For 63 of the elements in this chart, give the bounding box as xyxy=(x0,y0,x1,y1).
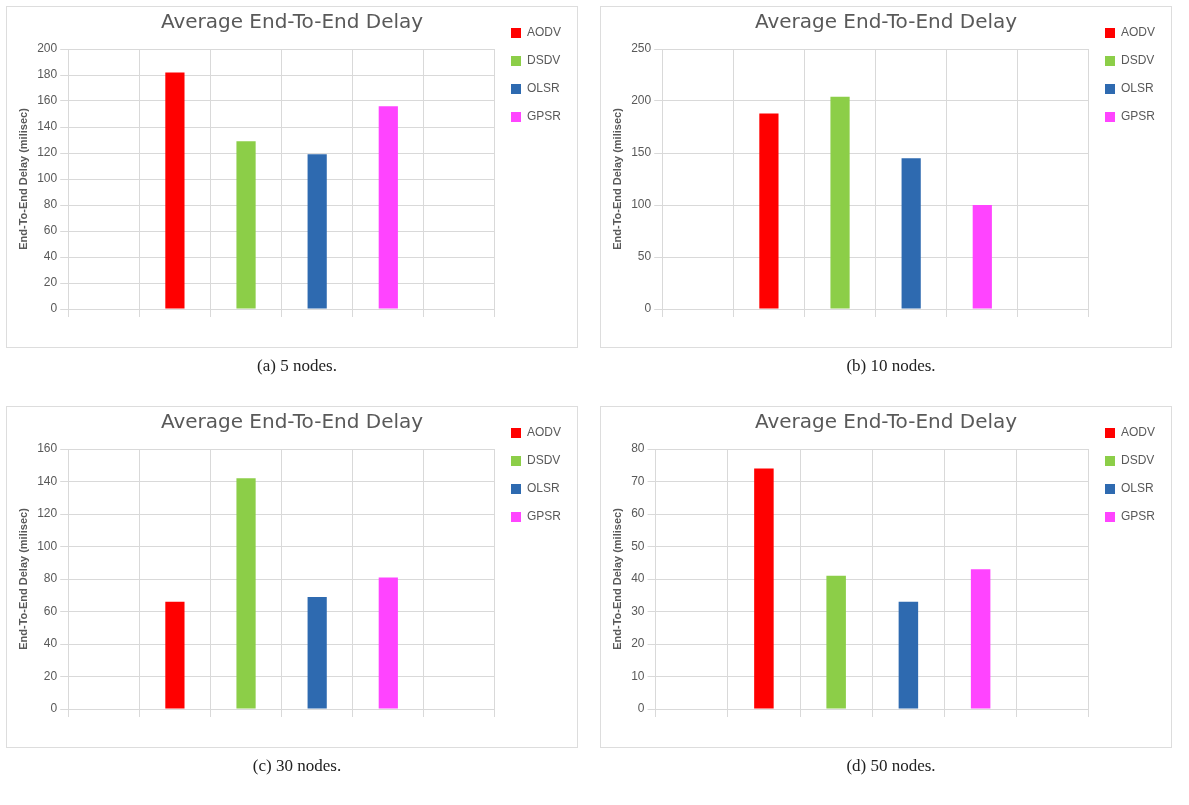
y-axis-title: End-To-End Delay (milisec) xyxy=(610,107,623,250)
y-tick-label: 40 xyxy=(43,249,58,264)
y-tick-label: 0 xyxy=(637,701,645,716)
legend-label: GPSR xyxy=(526,109,562,124)
y-tick-label: 50 xyxy=(637,249,652,264)
y-tick-label: 60 xyxy=(631,506,645,521)
chart-title: Average End-To-End Delay xyxy=(754,9,1018,34)
y-tick-label: 100 xyxy=(631,197,652,212)
y-tick-label: 20 xyxy=(43,275,58,290)
y-tick-label: 200 xyxy=(37,41,58,56)
y-tick-label: 10 xyxy=(631,668,645,683)
y-tick-label: 0 xyxy=(50,301,58,316)
chart-title: Average End-To-End Delay xyxy=(160,409,424,434)
chart-title: Average End-To-End Delay xyxy=(160,9,424,34)
legend-label: DSDV xyxy=(1120,53,1155,68)
y-axis-title: End-To-End Delay (milisec) xyxy=(610,507,623,650)
y-tick-label: 60 xyxy=(43,223,58,238)
chart-title: Average End-To-End Delay xyxy=(754,409,1018,434)
y-tick-label: 100 xyxy=(37,538,58,553)
y-tick-label: 40 xyxy=(631,571,645,586)
y-tick-label: 50 xyxy=(631,538,645,553)
y-tick-label: 80 xyxy=(43,197,58,212)
y-tick-label: 0 xyxy=(644,301,652,316)
legend-label: GPSR xyxy=(526,509,562,524)
y-tick-label: 140 xyxy=(37,473,58,488)
legend-label: AODV xyxy=(526,425,562,440)
y-tick-label: 250 xyxy=(631,41,652,56)
text: (b) 10 nodes. xyxy=(845,356,937,376)
legend-label: GPSR xyxy=(1120,509,1156,524)
y-tick-label: 20 xyxy=(631,636,645,651)
y-tick-label: 120 xyxy=(37,145,58,160)
y-tick-label: 100 xyxy=(37,171,58,186)
legend-label: AODV xyxy=(1120,25,1156,40)
y-tick-label: 160 xyxy=(37,441,58,456)
y-tick-label: 180 xyxy=(37,67,58,82)
y-tick-label: 200 xyxy=(631,93,652,108)
y-tick-label: 120 xyxy=(37,506,58,521)
legend-label: OLSR xyxy=(1120,481,1154,496)
legend-label: DSDV xyxy=(526,453,561,468)
y-tick-label: 80 xyxy=(43,571,58,586)
legend-label: OLSR xyxy=(526,81,560,96)
legend-label: DSDV xyxy=(1120,453,1155,468)
text: (c) 30 nodes. xyxy=(251,756,343,776)
y-axis-title: End-To-End Delay (milisec) xyxy=(16,107,29,250)
y-tick-label: 160 xyxy=(37,93,58,108)
legend-label: OLSR xyxy=(526,481,560,496)
legend-label: DSDV xyxy=(526,53,561,68)
y-tick-label: 70 xyxy=(631,473,645,488)
y-tick-label: 20 xyxy=(43,668,58,683)
legend-label: OLSR xyxy=(1120,81,1154,96)
legend-label: AODV xyxy=(1120,425,1156,440)
y-tick-label: 40 xyxy=(43,636,58,651)
y-tick-label: 60 xyxy=(43,603,58,618)
legend-label: AODV xyxy=(526,25,562,40)
y-axis-title: End-To-End Delay (milisec) xyxy=(16,507,29,650)
legend-label: GPSR xyxy=(1120,109,1156,124)
text: (a) 5 nodes. xyxy=(256,356,338,376)
y-tick-label: 0 xyxy=(50,701,58,716)
y-tick-label: 80 xyxy=(631,441,645,456)
y-tick-label: 150 xyxy=(631,145,652,160)
text: (d) 50 nodes. xyxy=(845,756,937,776)
y-tick-label: 140 xyxy=(37,119,58,134)
y-tick-label: 30 xyxy=(631,603,645,618)
